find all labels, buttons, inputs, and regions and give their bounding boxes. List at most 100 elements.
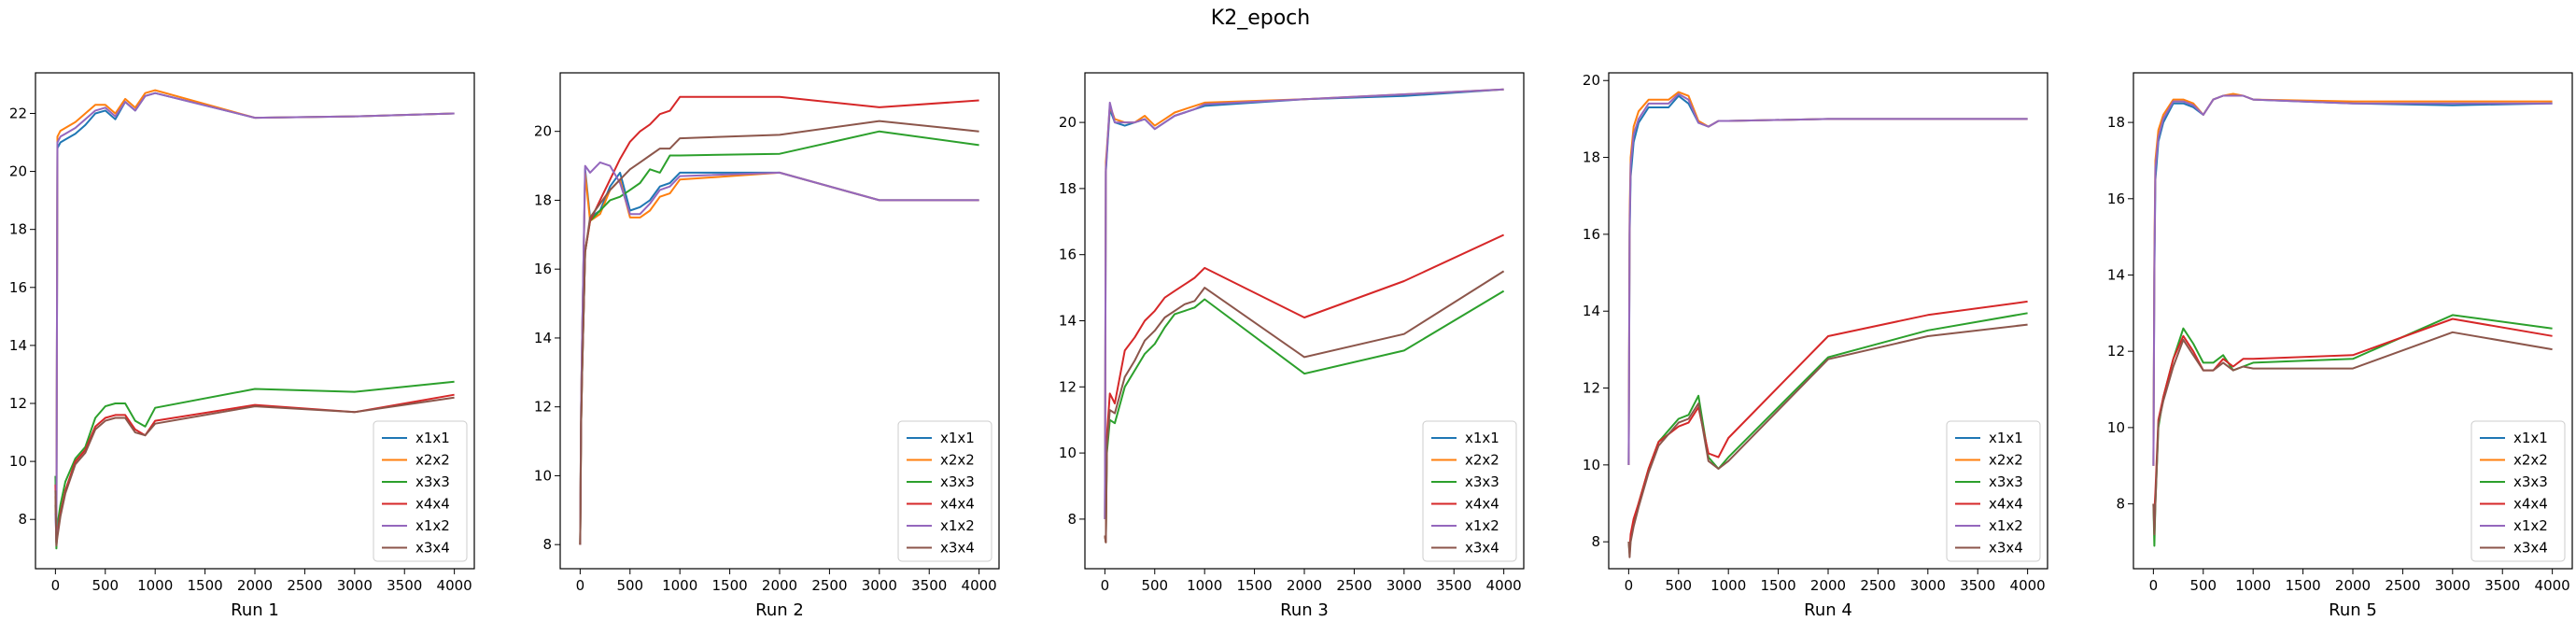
series-line-x3x4 bbox=[1627, 323, 2028, 558]
x-tick-label: 0 bbox=[51, 577, 61, 594]
x-tick-label: 1500 bbox=[711, 577, 747, 594]
legend-label: x2x2 bbox=[2513, 452, 2548, 469]
legend-label: x3x4 bbox=[1465, 540, 1499, 557]
x-tick-label: 4000 bbox=[2535, 577, 2570, 594]
x-tick-label: 1000 bbox=[662, 577, 697, 594]
x-tick-label: 1000 bbox=[2235, 577, 2271, 594]
legend-label: x3x3 bbox=[940, 473, 975, 490]
x-tick-label: 1000 bbox=[137, 577, 173, 594]
legend-label: x3x4 bbox=[1989, 540, 2023, 557]
y-tick-label: 8 bbox=[542, 536, 552, 553]
x-tick-label: 2000 bbox=[762, 577, 797, 594]
y-tick-label: 20 bbox=[1059, 114, 1077, 131]
legend-label: x3x4 bbox=[2513, 540, 2548, 557]
legend-label: x4x4 bbox=[1465, 496, 1499, 513]
x-tick-label: 1500 bbox=[1236, 577, 1272, 594]
x-tick-label: 4000 bbox=[1486, 577, 1522, 594]
legend-label: x1x1 bbox=[1465, 430, 1499, 446]
x-tick-label: 2500 bbox=[287, 577, 322, 594]
x-axis-label: Run 5 bbox=[2329, 600, 2377, 620]
x-axis-label: Run 3 bbox=[1280, 600, 1329, 620]
x-tick-label: 0 bbox=[1101, 577, 1110, 594]
y-tick-label: 14 bbox=[534, 330, 552, 346]
x-tick-label: 0 bbox=[2149, 577, 2159, 594]
y-tick-label: 12 bbox=[534, 399, 552, 416]
y-tick-label: 10 bbox=[9, 453, 27, 470]
legend-label: x3x4 bbox=[415, 540, 450, 557]
series-line-x3x3 bbox=[54, 380, 455, 550]
legend: x1x1 x2x2 x3x3 x4x4 x1x2 x3x4 bbox=[373, 420, 468, 562]
series-line-x1x2 bbox=[579, 161, 979, 545]
x-tick-label: 1500 bbox=[2285, 577, 2320, 594]
legend-label: x4x4 bbox=[415, 496, 450, 513]
x-axis-label: Run 1 bbox=[231, 600, 279, 620]
x-tick-label: 1500 bbox=[187, 577, 222, 594]
y-tick-label: 14 bbox=[1059, 313, 1077, 330]
legend-label: x1x1 bbox=[940, 430, 975, 446]
y-tick-label: 16 bbox=[1059, 247, 1077, 263]
legend-label: x3x3 bbox=[1465, 473, 1499, 490]
x-tick-label: 3000 bbox=[862, 577, 897, 594]
y-tick-label: 16 bbox=[534, 261, 552, 277]
series-line-x2x2 bbox=[54, 89, 455, 538]
x-tick-label: 3500 bbox=[2485, 577, 2520, 594]
x-tick-label: 3000 bbox=[2435, 577, 2470, 594]
y-tick-label: 8 bbox=[18, 511, 27, 528]
legend: x1x1 x2x2 x3x3 x4x4 x1x2 x3x4 bbox=[2470, 420, 2566, 562]
series-line-x1x2 bbox=[2152, 94, 2553, 466]
x-tick-label: 3000 bbox=[1387, 577, 1422, 594]
y-tick-label: 8 bbox=[2116, 496, 2125, 513]
legend-label: x1x2 bbox=[940, 517, 975, 534]
y-tick-label: 18 bbox=[9, 221, 27, 238]
x-tick-label: 3500 bbox=[1960, 577, 1995, 594]
series-line-x1x2 bbox=[54, 92, 455, 541]
legend: x1x1 x2x2 x3x3 x4x4 x1x2 x3x4 bbox=[1946, 420, 2041, 562]
x-tick-label: 500 bbox=[1141, 577, 1168, 594]
x-tick-label: 4000 bbox=[437, 577, 472, 594]
legend: x1x1 x2x2 x3x3 x4x4 x1x2 x3x4 bbox=[1422, 420, 1517, 562]
legend-label: x2x2 bbox=[415, 452, 450, 469]
y-tick-label: 12 bbox=[1059, 378, 1077, 395]
series-line-x4x4 bbox=[1627, 300, 2028, 551]
y-tick-label: 8 bbox=[1591, 533, 1600, 550]
x-tick-label: 3500 bbox=[387, 577, 422, 594]
y-tick-label: 14 bbox=[1583, 303, 1600, 319]
y-tick-label: 10 bbox=[2107, 419, 2125, 436]
x-axis-label: Run 4 bbox=[1804, 600, 1852, 620]
x-tick-label: 0 bbox=[576, 577, 585, 594]
legend-label: x1x1 bbox=[2513, 430, 2548, 446]
legend-label: x1x2 bbox=[1465, 517, 1499, 534]
x-tick-label: 3000 bbox=[1910, 577, 1946, 594]
x-tick-label: 500 bbox=[1665, 577, 1692, 594]
x-tick-label: 2500 bbox=[2385, 577, 2420, 594]
chart-panel-5: 0 500 1000 1500 2000 2500 3000 3500 4000 8 10 12 14 1… bbox=[2107, 72, 2573, 620]
chart-panel-1: 0 500 1000 1500 2000 2500 3000 3500 4000 8 10 12 14 1… bbox=[9, 72, 475, 620]
legend-label: x4x4 bbox=[1989, 496, 2023, 513]
legend-label: x1x1 bbox=[1989, 430, 2023, 446]
x-tick-label: 2000 bbox=[1287, 577, 1322, 594]
y-tick-label: 20 bbox=[534, 123, 552, 140]
figure-title: K2_epoch bbox=[1211, 7, 1310, 30]
y-tick-label: 20 bbox=[1583, 72, 1600, 89]
legend-label: x3x3 bbox=[1989, 473, 2023, 490]
y-tick-label: 18 bbox=[1583, 149, 1600, 166]
y-tick-label: 10 bbox=[1059, 445, 1077, 461]
x-axis-label: Run 2 bbox=[755, 600, 804, 620]
legend-label: x1x1 bbox=[415, 430, 450, 446]
x-tick-label: 2000 bbox=[1810, 577, 1846, 594]
y-tick-label: 14 bbox=[9, 337, 27, 354]
legend-label: x4x4 bbox=[940, 496, 975, 513]
legend-label: x1x2 bbox=[1989, 517, 2023, 534]
y-tick-label: 16 bbox=[1583, 226, 1600, 243]
series-line-x3x4 bbox=[2152, 331, 2553, 536]
y-tick-label: 10 bbox=[1583, 457, 1600, 473]
legend-label: x2x2 bbox=[1989, 452, 2023, 469]
y-tick-label: 20 bbox=[9, 163, 27, 180]
x-tick-label: 4000 bbox=[2010, 577, 2046, 594]
legend-label: x3x3 bbox=[2513, 473, 2548, 490]
x-tick-label: 3500 bbox=[1436, 577, 1471, 594]
legend-label: x1x2 bbox=[2513, 517, 2548, 534]
x-tick-label: 2500 bbox=[1860, 577, 1895, 594]
y-tick-label: 12 bbox=[9, 395, 27, 412]
x-tick-label: 500 bbox=[91, 577, 119, 594]
